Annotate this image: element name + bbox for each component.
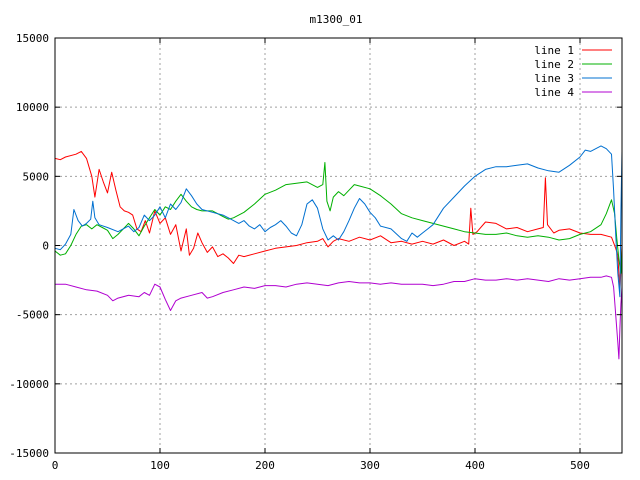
y-tick-label: -5000 — [16, 309, 49, 322]
x-tick-label: 200 — [255, 459, 275, 472]
series-lines — [54, 145, 623, 360]
grid-lines — [55, 38, 622, 453]
y-tick-label: -15000 — [9, 447, 49, 460]
x-tick-label: 500 — [570, 459, 590, 472]
x-tick-label: 100 — [150, 459, 170, 472]
x-tick-label: 0 — [52, 459, 59, 472]
legend-label-4: line 4 — [534, 86, 574, 99]
y-tick-label: 10000 — [16, 101, 49, 114]
legend-label-3: line 3 — [534, 72, 574, 85]
legend-label-1: line 1 — [534, 44, 574, 57]
x-tick-label: 400 — [465, 459, 485, 472]
series-line-1 — [54, 150, 623, 292]
series-line-2 — [54, 162, 623, 274]
x-tick-label: 300 — [360, 459, 380, 472]
y-tick-label: 0 — [42, 240, 49, 253]
chart-title: m1300_01 — [310, 13, 363, 26]
axis-ticks: -15000 -10000 -5000 0 5000 10000 15000 0 100 200 3… — [9, 32, 622, 472]
series-line-3 — [54, 145, 623, 298]
y-tick-label: 5000 — [23, 170, 50, 183]
legend-label-2: line 2 — [534, 58, 574, 71]
y-tick-label: 15000 — [16, 32, 49, 45]
y-tick-label: -10000 — [9, 378, 49, 391]
series-line-4 — [55, 275, 623, 360]
